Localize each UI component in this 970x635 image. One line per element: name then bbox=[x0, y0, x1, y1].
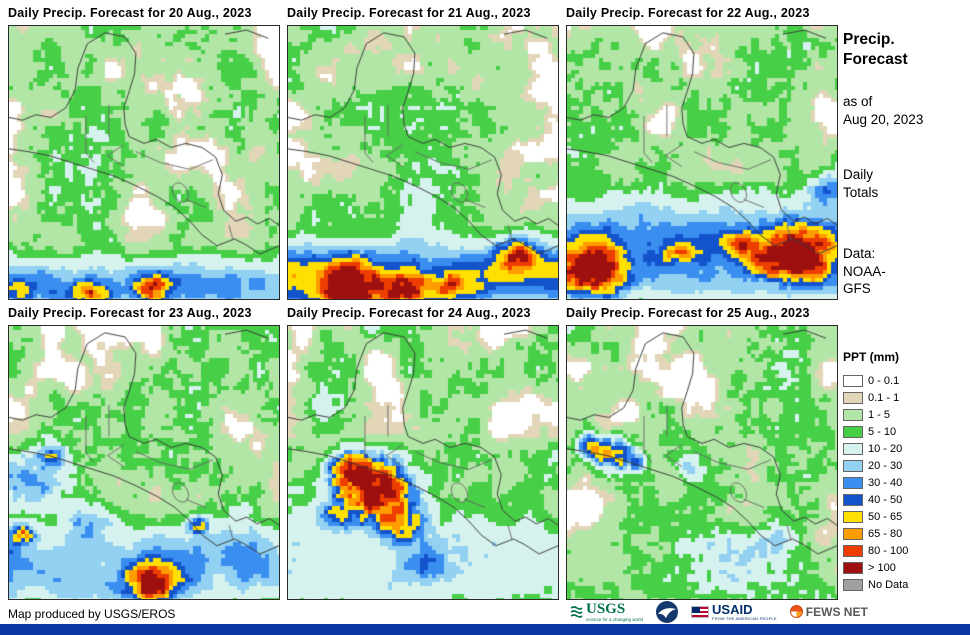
legend-label: 1 - 5 bbox=[868, 408, 891, 421]
precip-map-aug25 bbox=[566, 325, 838, 600]
legend-label: 0 - 0.1 bbox=[868, 374, 900, 387]
legend-swatch bbox=[843, 510, 863, 523]
legend-item: 30 - 40 bbox=[843, 474, 908, 491]
noaa-logo bbox=[656, 600, 679, 623]
as-of-label: as of bbox=[843, 94, 873, 109]
as-of-value: Aug 20, 2023 bbox=[843, 111, 924, 127]
legend-label: 20 - 30 bbox=[868, 459, 903, 472]
legend-swatch bbox=[843, 459, 863, 472]
legend-item: 0 - 0.1 bbox=[843, 372, 908, 389]
legend-swatch bbox=[843, 527, 863, 540]
panel-title: Daily Precip. Forecast for 23 Aug., 2023 bbox=[8, 306, 252, 320]
legend-label: 30 - 40 bbox=[868, 476, 903, 489]
legend-item: 5 - 10 bbox=[843, 423, 908, 440]
usaid-wordmark: USAID bbox=[712, 601, 753, 617]
totals-label: Daily Totals bbox=[843, 166, 878, 201]
legend-label: 10 - 20 bbox=[868, 442, 903, 455]
legend-item: 50 - 65 bbox=[843, 508, 908, 525]
map-panel-aug21: Daily Precip. Forecast for 21 Aug., 2023 bbox=[287, 6, 559, 300]
map-panel-aug23: Daily Precip. Forecast for 23 Aug., 2023 bbox=[8, 306, 280, 600]
page-title-line1: Precip. bbox=[843, 31, 895, 48]
panel-title: Daily Precip. Forecast for 24 Aug., 2023 bbox=[287, 306, 531, 320]
usaid-flag-icon bbox=[691, 605, 710, 618]
page-title: Precip. Forecast bbox=[843, 30, 908, 70]
legend-swatch bbox=[843, 408, 863, 421]
panel-title: Daily Precip. Forecast for 21 Aug., 2023 bbox=[287, 6, 531, 20]
legend-item: 0.1 - 1 bbox=[843, 389, 908, 406]
legend-swatch bbox=[843, 374, 863, 387]
legend-label: 50 - 65 bbox=[868, 510, 903, 523]
legend-swatch bbox=[843, 544, 863, 557]
legend-label: 5 - 10 bbox=[868, 425, 897, 438]
usaid-logo: USAID FROM THE AMERICAN PEOPLE bbox=[691, 603, 777, 621]
usgs-wave-icon bbox=[570, 606, 583, 618]
legend-item: 20 - 30 bbox=[843, 457, 908, 474]
precip-map-aug20 bbox=[8, 25, 280, 300]
usgs-wordmark: USGS bbox=[586, 600, 626, 617]
legend-swatch bbox=[843, 493, 863, 506]
page-title-line2: Forecast bbox=[843, 51, 908, 69]
totals-line2: Totals bbox=[843, 184, 879, 200]
usgs-logo: USGS science for a changing world bbox=[570, 600, 644, 622]
legend-swatch bbox=[843, 561, 863, 574]
legend-label: > 100 bbox=[868, 561, 896, 574]
data-source-line3: GFS bbox=[843, 281, 871, 297]
precip-map-aug21 bbox=[287, 25, 559, 300]
legend-label: 80 - 100 bbox=[868, 544, 909, 557]
as-of-date: as of Aug 20, 2023 bbox=[843, 93, 923, 128]
panel-title: Daily Precip. Forecast for 25 Aug., 2023 bbox=[566, 306, 810, 320]
legend-swatch bbox=[843, 578, 863, 591]
usaid-tagline: FROM THE AMERICAN PEOPLE bbox=[712, 615, 777, 621]
legend-label: No Data bbox=[868, 578, 909, 591]
panel-title: Daily Precip. Forecast for 20 Aug., 2023 bbox=[8, 6, 252, 20]
legend-label: 40 - 50 bbox=[868, 493, 903, 506]
precip-map-aug24 bbox=[287, 325, 559, 600]
data-source-label: Data: bbox=[843, 246, 876, 261]
footer-logos: USGS science for a changing world USAID … bbox=[570, 599, 868, 624]
map-panel-aug25: Daily Precip. Forecast for 25 Aug., 2023 bbox=[566, 306, 838, 600]
sidebar: Precip. Forecast as of Aug 20, 2023 Dail… bbox=[843, 0, 967, 600]
legend-swatch bbox=[843, 391, 863, 404]
legend-item: 1 - 5 bbox=[843, 406, 908, 423]
legend-swatch bbox=[843, 425, 863, 438]
panel-title: Daily Precip. Forecast for 22 Aug., 2023 bbox=[566, 6, 810, 20]
legend-label: 0.1 - 1 bbox=[868, 391, 900, 404]
precip-map-aug23 bbox=[8, 325, 280, 600]
legend-swatch bbox=[843, 476, 863, 489]
legend: 0 - 0.1 0.1 - 1 1 - 5 5 - 10 10 - 20 20 … bbox=[843, 372, 908, 593]
legend-item: > 100 bbox=[843, 559, 908, 576]
totals-line1: Daily bbox=[843, 167, 874, 182]
data-source: Data: NOAA- GFS bbox=[843, 245, 886, 298]
legend-item: 40 - 50 bbox=[843, 491, 908, 508]
usgs-tagline: science for a changing world bbox=[586, 616, 644, 622]
fewsnet-logo: FEWS NET bbox=[789, 604, 868, 619]
legend-swatch bbox=[843, 442, 863, 455]
map-panel-aug24: Daily Precip. Forecast for 24 Aug., 2023 bbox=[287, 306, 559, 600]
legend-item: 65 - 80 bbox=[843, 525, 908, 542]
legend-item: 80 - 100 bbox=[843, 542, 908, 559]
legend-label: 65 - 80 bbox=[868, 527, 903, 540]
legend-item: 10 - 20 bbox=[843, 440, 908, 457]
data-source-line2: NOAA- bbox=[843, 263, 886, 279]
map-panel-aug22: Daily Precip. Forecast for 22 Aug., 2023 bbox=[566, 6, 838, 300]
legend-item: No Data bbox=[843, 576, 908, 593]
fewsnet-globe-icon bbox=[789, 605, 803, 618]
map-credit-text: Map produced by USGS/EROS bbox=[8, 607, 176, 621]
map-panel-aug20: Daily Precip. Forecast for 20 Aug., 2023 bbox=[8, 6, 280, 300]
bottom-blue-bar bbox=[0, 624, 970, 635]
legend-title: PPT (mm) bbox=[843, 350, 900, 364]
fewsnet-wordmark: FEWS NET bbox=[805, 604, 868, 619]
precip-map-aug22 bbox=[566, 25, 838, 300]
